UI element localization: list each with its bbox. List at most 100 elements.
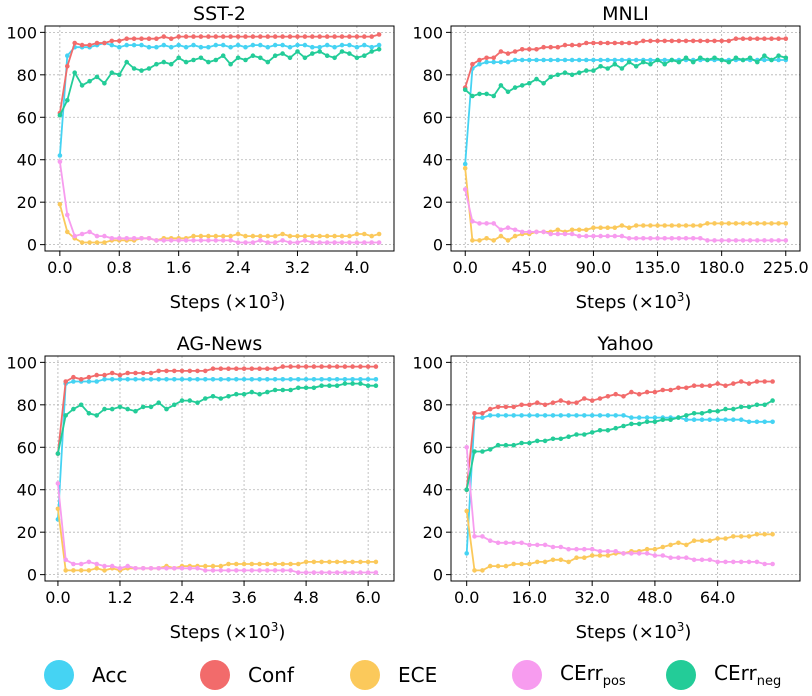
data-point-cerr-pos	[117, 566, 123, 571]
data-point-acc	[731, 417, 736, 422]
data-point-cerr-neg	[206, 59, 211, 65]
data-point-cerr-pos	[589, 546, 595, 552]
data-point-cerr-neg	[303, 385, 309, 391]
data-point-cerr-pos	[612, 233, 618, 239]
legend-label-cerr-pos: CErrpos	[560, 661, 626, 689]
legend-label-cerr-neg-main: CErr	[714, 661, 757, 685]
data-point-acc	[156, 377, 161, 382]
data-point-ece	[726, 221, 732, 226]
data-point-ece	[690, 223, 696, 228]
data-point-cerr-neg	[511, 442, 516, 448]
data-point-cerr-neg	[733, 55, 739, 61]
data-point-cerr-pos	[109, 236, 115, 241]
data-point-cerr-pos	[206, 238, 211, 243]
data-point-conf	[597, 396, 603, 401]
data-point-cerr-pos	[747, 238, 753, 243]
data-point-cerr-neg	[55, 451, 61, 456]
data-point-cerr-pos	[146, 236, 152, 241]
data-point-acc	[498, 59, 504, 65]
data-point-conf	[762, 379, 767, 384]
data-point-ece	[347, 233, 352, 239]
data-point-cerr-pos	[705, 238, 710, 243]
data-point-acc	[652, 415, 658, 420]
data-point-ece	[652, 546, 658, 552]
data-point-conf	[699, 383, 705, 388]
data-point-cerr-pos	[505, 225, 511, 230]
data-point-conf	[770, 379, 775, 384]
data-point-ece	[591, 225, 596, 230]
data-point-ece	[511, 561, 516, 567]
data-point-cerr-neg	[731, 406, 736, 412]
data-point-acc	[334, 377, 340, 382]
data-point-acc	[762, 57, 767, 63]
data-point-conf	[131, 36, 137, 41]
data-point-cerr-neg	[641, 59, 646, 65]
data-point-acc	[241, 377, 247, 382]
series-conf	[462, 36, 789, 90]
data-point-cerr-pos	[102, 233, 107, 239]
legend-label-cerr-pos-main: CErr	[560, 661, 603, 685]
data-point-ece	[102, 568, 107, 573]
data-point-cerr-pos	[535, 542, 540, 548]
data-point-cerr-pos	[243, 240, 248, 245]
data-point-cerr-pos	[707, 557, 713, 563]
data-point-cerr-neg	[203, 396, 208, 401]
data-point-conf	[715, 381, 720, 386]
data-point-cerr-pos	[548, 231, 553, 237]
data-point-ece	[566, 559, 571, 565]
data-point-acc	[176, 42, 181, 48]
data-point-acc	[612, 57, 618, 63]
data-point-acc	[265, 377, 270, 382]
data-point-conf	[243, 34, 248, 39]
data-point-cerr-pos	[168, 238, 174, 243]
data-point-cerr-neg	[746, 404, 752, 410]
data-point-conf	[519, 402, 524, 408]
data-point-ece	[738, 534, 744, 539]
data-point-cerr-neg	[265, 389, 270, 395]
data-point-cerr-neg	[191, 57, 196, 63]
data-point-conf	[691, 383, 697, 388]
data-point-cerr-pos	[472, 534, 477, 539]
legend-swatch-ece	[350, 660, 380, 690]
data-point-acc	[296, 377, 301, 382]
data-point-conf	[776, 36, 781, 41]
data-point-cerr-pos	[636, 551, 642, 556]
data-point-cerr-pos	[109, 563, 115, 569]
data-point-cerr-neg	[354, 55, 360, 61]
data-point-cerr-pos	[311, 570, 317, 575]
data-point-acc	[302, 42, 308, 48]
data-point-cerr-neg	[334, 383, 340, 388]
data-point-conf	[626, 40, 632, 46]
data-point-cerr-pos	[287, 240, 293, 245]
data-point-cerr-pos	[133, 566, 138, 571]
data-point-conf	[203, 368, 208, 374]
data-point-conf	[707, 383, 713, 388]
data-point-cerr-neg	[365, 383, 371, 388]
data-point-acc	[280, 377, 286, 382]
data-point-ece	[691, 538, 697, 543]
data-point-cerr-pos	[684, 555, 689, 560]
data-point-cerr-neg	[373, 383, 379, 388]
data-point-cerr-neg	[311, 385, 317, 391]
plot-frame	[450, 355, 801, 582]
data-point-cerr-neg	[102, 81, 107, 86]
data-point-cerr-pos	[317, 240, 323, 245]
data-point-conf	[148, 370, 154, 376]
data-point-ece	[535, 559, 540, 565]
data-point-acc	[187, 377, 193, 382]
data-point-ece	[210, 563, 216, 569]
data-point-ece	[339, 233, 345, 239]
data-point-conf	[613, 391, 618, 397]
data-point-ece	[598, 225, 603, 230]
data-point-conf	[652, 389, 658, 395]
data-point-ece	[648, 223, 653, 228]
legend-label-cerr-neg: CErrneg	[714, 661, 781, 689]
data-point-cerr-pos	[57, 159, 63, 165]
data-point-acc	[117, 44, 122, 50]
data-point-conf	[582, 396, 587, 401]
data-point-conf	[79, 42, 85, 48]
data-point-cerr-pos	[210, 568, 216, 573]
data-point-ece	[705, 221, 710, 226]
data-point-cerr-neg	[213, 57, 219, 63]
